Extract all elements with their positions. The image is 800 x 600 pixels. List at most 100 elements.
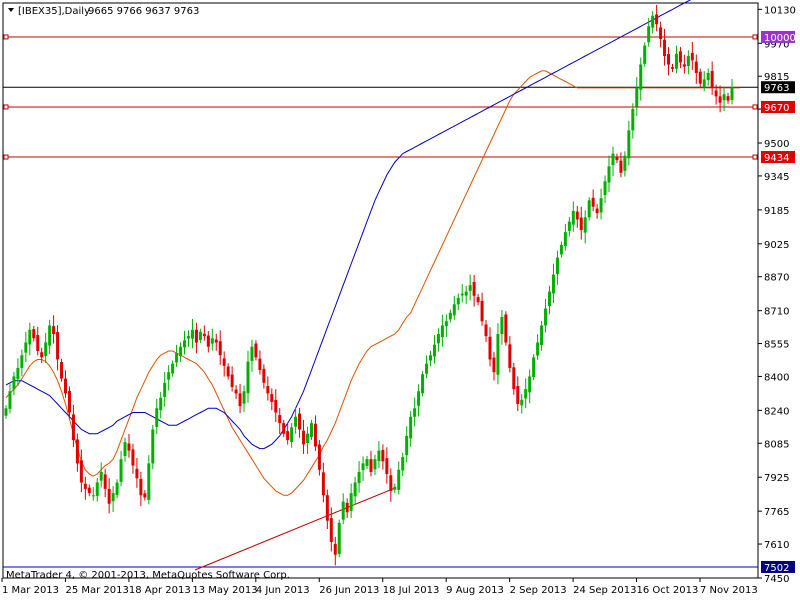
candle-body [655,14,659,25]
candle-body [75,439,79,464]
candle-body [357,471,361,484]
level-handle[interactable] [3,34,9,40]
candle-body [56,332,60,360]
candle-body [460,293,464,296]
x-tick-label: 25 Mar 2013 [65,585,128,596]
trend-line[interactable] [194,487,396,571]
candle-body [365,459,369,466]
candle-body [294,416,298,427]
candle-body [12,376,16,390]
candle-body [32,329,36,339]
ma-long-line [5,0,692,450]
x-tick-label: 26 Jun 2013 [319,585,379,596]
candle-body [24,342,28,353]
y-tick-label: 8400 [764,372,789,383]
candle-body [186,336,190,339]
candle-body [48,325,52,346]
trend-line-segment[interactable] [194,487,396,571]
level-badge [761,30,795,43]
candle-body [698,71,702,84]
candle-body [179,346,183,357]
level-handle[interactable] [3,104,9,110]
candle-body [599,198,603,213]
y-tick-label: 7765 [764,507,789,518]
candle-body [246,361,250,394]
level-handle[interactable] [752,154,758,160]
candle-body [571,210,575,225]
y-tick-label: 9815 [764,72,789,83]
candle-body [127,443,131,451]
candle-body [317,444,321,470]
candle-body [99,471,103,481]
candle-body [544,308,548,326]
x-tick-label: 1 Mar 2013 [2,585,59,596]
candle-body [476,297,480,303]
candle-body [595,208,599,214]
triangle-down-icon [8,8,14,12]
candle-body [270,394,274,402]
candle-body [722,94,726,101]
candlesticks [4,4,734,566]
candle-body [20,355,24,368]
candle-body [524,389,528,399]
candle-body [230,374,234,388]
candle-body [333,543,337,555]
candle-body [448,312,452,320]
y-tick-label: 8240 [764,406,789,417]
ohlc-values: 9665 9766 9637 9763 [88,6,199,17]
plot-frame [2,2,759,579]
candle-body [611,153,615,166]
candle-body [409,416,413,439]
level-handle[interactable] [3,154,9,160]
candle-body [309,423,313,437]
candle-body [583,217,587,233]
level-badge-label: 9763 [764,83,789,94]
candle-body [563,232,567,247]
candle-body [222,358,226,366]
candle-body [464,291,468,296]
candle-body [325,495,329,521]
candle-body [218,341,222,356]
level-badge [761,151,795,164]
candle-body [674,53,678,69]
candle-body [254,343,258,358]
candle-body [663,39,667,57]
horizontal-levels[interactable] [3,34,758,568]
candle-body [139,478,143,496]
candle-body [432,344,436,357]
candle-body [95,482,99,496]
candle-body [417,391,421,406]
candle-body [286,431,290,441]
candle-body [119,459,123,482]
candle-body [175,353,179,363]
candle-body [250,346,254,361]
x-tick-label: 7 Nov 2013 [700,585,758,596]
ma-short-line [5,70,740,496]
y-tick-label: 9025 [764,240,789,251]
y-tick-label: 7925 [764,473,789,484]
candle-body [349,493,353,511]
candle-body [615,156,619,161]
candle-body [282,423,286,434]
candle-body [559,244,563,255]
candle-body [726,96,730,101]
level-handle[interactable] [752,34,758,40]
candle-body [425,363,429,374]
candle-body [321,472,325,496]
moving-averages [5,0,740,496]
candle-body [405,435,409,456]
candle-body [472,282,476,296]
candle-body [40,352,44,358]
level-handle[interactable] [752,104,758,110]
candle-body [579,217,583,231]
candle-body [290,427,294,442]
candle-body [238,393,242,407]
candle-body [659,27,663,40]
candle-body [71,414,75,441]
y-tick-label: 9500 [764,139,789,150]
candle-body [591,197,595,207]
candle-body [79,460,83,483]
candle-body [210,338,214,344]
candle-body [508,344,512,368]
